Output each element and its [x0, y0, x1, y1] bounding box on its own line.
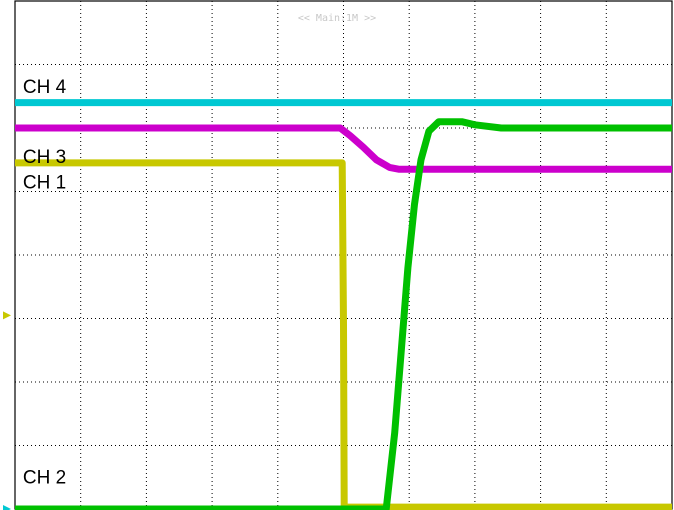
trace-ch-3 [15, 124, 672, 173]
ground-marker-ch-2 [3, 505, 11, 510]
ground-markers [3, 311, 11, 510]
label-ch-1: CH 1 [23, 172, 66, 193]
traces [15, 99, 672, 510]
label-ch-2: CH 2 [23, 468, 66, 489]
label-ch-4: CH 4 [23, 77, 67, 98]
label-ch-3: CH 3 [23, 147, 66, 168]
ground-marker-ch-1 [3, 311, 11, 320]
trace-ch-1 [15, 159, 672, 510]
channel-labels: CH 4 CH 3 CH 1 CH 2 [23, 77, 67, 489]
trace-ch-2 [15, 118, 672, 510]
timebase-label: << Main:1M >> [298, 13, 376, 24]
